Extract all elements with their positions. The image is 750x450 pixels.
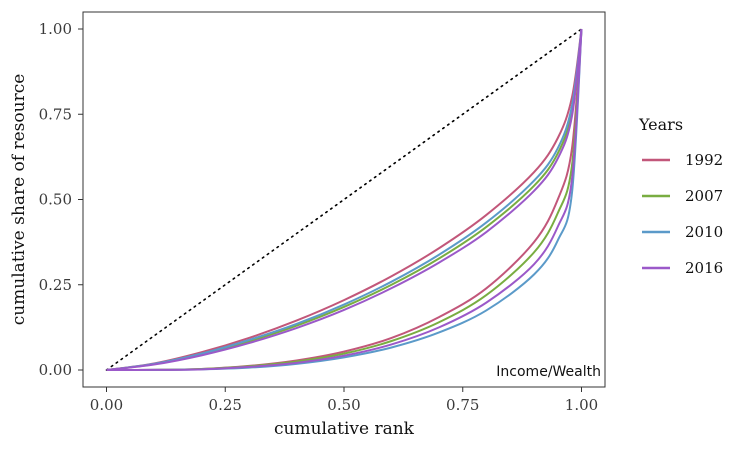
x-tick-label: 0.50 bbox=[327, 396, 360, 414]
x-axis-title: cumulative rank bbox=[274, 419, 415, 439]
y-tick-label: 0.25 bbox=[39, 276, 72, 294]
series-line-1992-income bbox=[106, 28, 583, 371]
series-line-2016-wealth bbox=[106, 28, 583, 371]
legend-label-2016: 2016 bbox=[685, 259, 723, 277]
x-tick-label: 0.00 bbox=[90, 396, 123, 414]
legend-label-1992: 1992 bbox=[685, 151, 723, 169]
y-tick-label: 1.00 bbox=[39, 20, 72, 38]
plot-area: Income/Wealth bbox=[82, 11, 606, 388]
series-layer bbox=[106, 28, 583, 371]
y-tick-label: 0.75 bbox=[39, 105, 72, 123]
x-tick-label: 1.00 bbox=[565, 396, 598, 414]
legend-label-2007: 2007 bbox=[685, 187, 723, 205]
series-line-2010-income bbox=[106, 28, 583, 371]
y-tick-label: 0.00 bbox=[39, 361, 72, 379]
x-tick-label: 0.75 bbox=[446, 396, 479, 414]
legend-label-2010: 2010 bbox=[685, 223, 723, 241]
equality-line bbox=[105, 28, 583, 371]
reference-line-layer bbox=[105, 28, 583, 371]
x-tick-label: 0.25 bbox=[209, 396, 242, 414]
y-axis: 0.00 0.25 0.50 0.75 1.00 bbox=[39, 20, 83, 379]
series-line-2016-income bbox=[106, 28, 583, 371]
legend-title: Years bbox=[638, 115, 683, 134]
y-tick-label: 0.50 bbox=[39, 191, 72, 209]
legend: Years 1992 2007 2010 2016 bbox=[638, 115, 723, 277]
x-axis: 0.00 0.25 0.50 0.75 1.00 bbox=[90, 387, 598, 414]
legend-items: 1992 2007 2010 2016 bbox=[642, 151, 723, 277]
annotation-label: Income/Wealth bbox=[496, 364, 601, 380]
y-axis-title: cumulative share of resource bbox=[9, 74, 29, 326]
